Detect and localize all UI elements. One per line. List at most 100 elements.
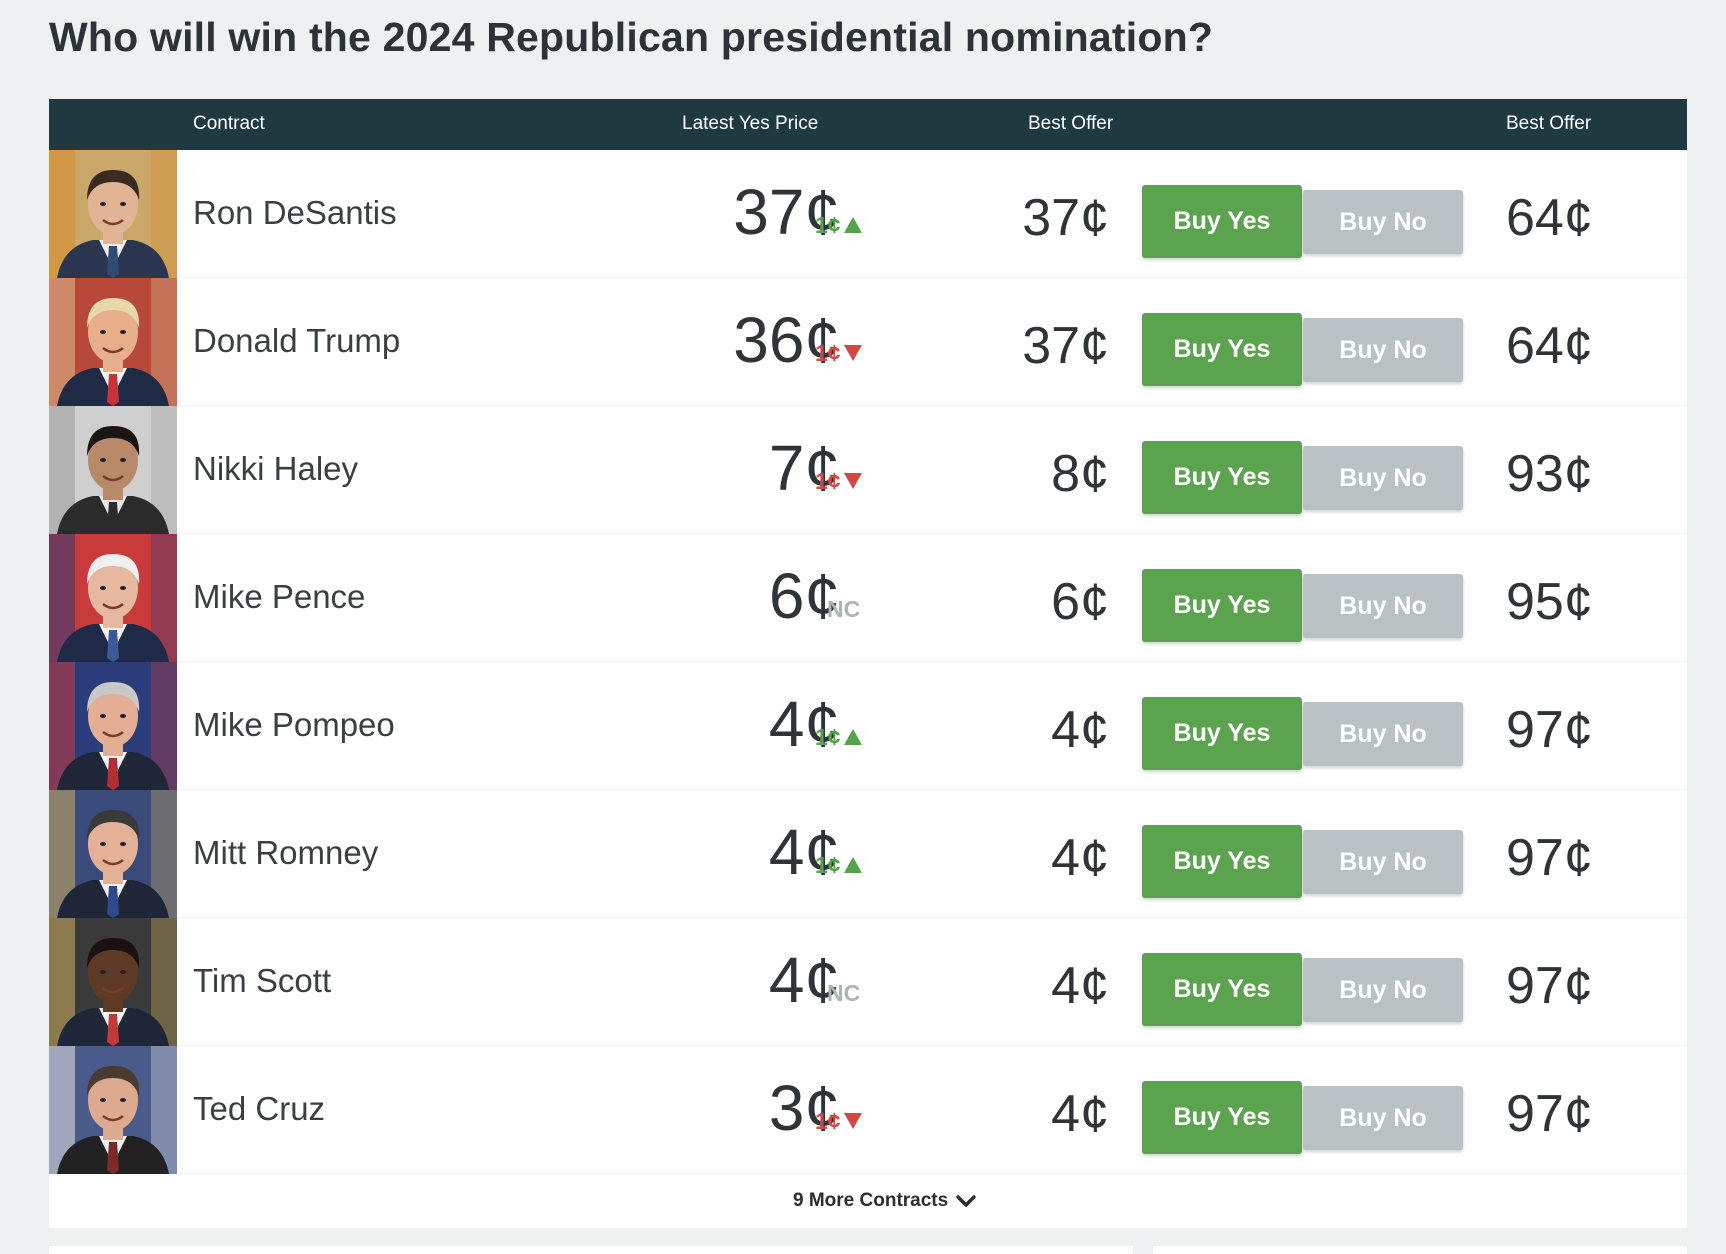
best-offer-no: 97¢ bbox=[1506, 701, 1593, 759]
buy-yes-button[interactable]: Buy Yes bbox=[1142, 313, 1302, 386]
contract-name[interactable]: Ron DeSantis bbox=[193, 194, 397, 231]
best-offer-yes: 4¢ bbox=[1051, 701, 1109, 759]
latest-yes-price: 4¢ bbox=[768, 944, 840, 1016]
buy-yes-button[interactable]: Buy Yes bbox=[1142, 953, 1302, 1026]
latest-yes-price: 4¢ bbox=[768, 816, 840, 888]
price-change-value: 1¢ bbox=[815, 724, 841, 750]
buy-yes-button[interactable]: Buy Yes bbox=[1142, 1081, 1302, 1154]
contract-row[interactable]: Nikki Haley 7¢ 1¢ 8¢ Buy Yes Buy No 93¢ bbox=[49, 406, 1687, 534]
buy-yes-button[interactable]: Buy Yes bbox=[1142, 825, 1302, 898]
portrait-image bbox=[49, 278, 177, 406]
contract-row[interactable]: Mike Pompeo 4¢ 1¢ 4¢ Buy Yes Buy No 97¢ bbox=[49, 662, 1687, 790]
best-offer-no: 93¢ bbox=[1506, 445, 1593, 503]
contract-row[interactable]: Mike Pence 6¢ NC 6¢ Buy Yes Buy No 95¢ bbox=[49, 534, 1687, 662]
best-offer-yes: 4¢ bbox=[1051, 957, 1109, 1015]
latest-yes-price: 7¢ bbox=[768, 432, 840, 504]
price-change-value: NC bbox=[827, 980, 861, 1006]
contract-list: Ron DeSantis 37¢ 1¢ 37¢ Buy Yes Buy No 6… bbox=[49, 150, 1687, 1174]
contract-name[interactable]: Mike Pence bbox=[193, 578, 366, 615]
contract-row[interactable]: Donald Trump 36¢ 1¢ 37¢ Buy Yes Buy No 6… bbox=[49, 278, 1687, 406]
table-header: Contract Latest Yes Price Best Offer Bes… bbox=[49, 99, 1687, 150]
avatar bbox=[49, 278, 177, 406]
avatar bbox=[49, 150, 177, 278]
price-change: 1¢ bbox=[815, 724, 862, 751]
contract-name[interactable]: Mitt Romney bbox=[193, 834, 379, 871]
latest-yes-price: 6¢ bbox=[768, 560, 840, 632]
latest-yes-price: 37¢ bbox=[733, 176, 840, 248]
header-best-offer-yes: Best Offer bbox=[1028, 113, 1114, 134]
header-best-offer-no: Best Offer bbox=[1506, 113, 1592, 134]
price-change: 1¢ bbox=[815, 212, 862, 239]
avatar bbox=[49, 662, 177, 790]
buy-yes-button[interactable]: Buy Yes bbox=[1142, 569, 1302, 642]
header-latest-yes-price: Latest Yes Price bbox=[682, 113, 819, 134]
buy-no-button[interactable]: Buy No bbox=[1303, 702, 1463, 766]
portrait-image bbox=[49, 662, 177, 790]
best-offer-no: 95¢ bbox=[1506, 573, 1593, 631]
best-offer-no: 64¢ bbox=[1506, 189, 1593, 247]
contract-row[interactable]: Tim Scott 4¢ NC 4¢ Buy Yes Buy No 97¢ bbox=[49, 918, 1687, 1046]
price-change: 1¢ bbox=[815, 468, 862, 495]
price-change: NC bbox=[827, 980, 860, 1007]
market-table: Contract Latest Yes Price Best Offer Bes… bbox=[49, 99, 1687, 1228]
best-offer-yes: 37¢ bbox=[1022, 317, 1109, 375]
price-change-value: 1¢ bbox=[815, 468, 841, 494]
contract-name[interactable]: Nikki Haley bbox=[193, 450, 359, 487]
buy-no-button[interactable]: Buy No bbox=[1303, 190, 1463, 254]
portrait-image bbox=[49, 534, 177, 662]
avatar bbox=[49, 534, 177, 662]
arrow-up-icon bbox=[843, 856, 862, 873]
contract-row[interactable]: Mitt Romney 4¢ 1¢ 4¢ Buy Yes Buy No 97¢ bbox=[49, 790, 1687, 918]
contract-row[interactable]: Ted Cruz 3¢ 1¢ 4¢ Buy Yes Buy No 97¢ bbox=[49, 1046, 1687, 1174]
arrow-down-icon bbox=[843, 1112, 862, 1129]
arrow-down-icon bbox=[843, 344, 862, 361]
avatar bbox=[49, 790, 177, 918]
contract-name[interactable]: Donald Trump bbox=[193, 322, 401, 359]
best-offer-yes: 8¢ bbox=[1051, 445, 1109, 503]
price-change-value: NC bbox=[827, 596, 861, 622]
price-change-value: 1¢ bbox=[815, 852, 841, 878]
contract-name[interactable]: Mike Pompeo bbox=[193, 706, 395, 743]
page-title: Who will win the 2024 Republican preside… bbox=[49, 14, 1214, 60]
best-offer-yes: 4¢ bbox=[1051, 829, 1109, 887]
next-card-right bbox=[1153, 1246, 1687, 1254]
arrow-up-icon bbox=[843, 728, 862, 745]
more-contracts-toggle[interactable]: 9 More Contracts bbox=[49, 1174, 1687, 1228]
latest-yes-price: 36¢ bbox=[733, 304, 840, 376]
contract-name[interactable]: Ted Cruz bbox=[193, 1090, 326, 1127]
price-change: 1¢ bbox=[815, 340, 862, 367]
price-change-value: 1¢ bbox=[815, 1108, 841, 1134]
buy-no-button[interactable]: Buy No bbox=[1303, 446, 1463, 510]
latest-yes-price: 4¢ bbox=[768, 688, 840, 760]
avatar bbox=[49, 918, 177, 1046]
buy-no-button[interactable]: Buy No bbox=[1303, 318, 1463, 382]
best-offer-yes: 37¢ bbox=[1022, 189, 1109, 247]
contract-name[interactable]: Tim Scott bbox=[193, 962, 332, 999]
portrait-image bbox=[49, 406, 177, 534]
arrow-down-icon bbox=[843, 472, 862, 489]
chevron-down-icon bbox=[956, 1195, 976, 1207]
portrait-image bbox=[49, 150, 177, 278]
portrait-image bbox=[49, 1046, 177, 1174]
best-offer-no: 97¢ bbox=[1506, 1085, 1593, 1143]
buy-yes-button[interactable]: Buy Yes bbox=[1142, 185, 1302, 258]
portrait-image bbox=[49, 918, 177, 1046]
best-offer-no: 97¢ bbox=[1506, 957, 1593, 1015]
price-change: NC bbox=[827, 596, 860, 623]
more-contracts-label: 9 More Contracts bbox=[793, 1190, 949, 1211]
buy-yes-button[interactable]: Buy Yes bbox=[1142, 441, 1302, 514]
latest-yes-price: 3¢ bbox=[768, 1072, 840, 1144]
buy-no-button[interactable]: Buy No bbox=[1303, 574, 1463, 638]
best-offer-no: 64¢ bbox=[1506, 317, 1593, 375]
best-offer-yes: 4¢ bbox=[1051, 1085, 1109, 1143]
best-offer-yes: 6¢ bbox=[1051, 573, 1109, 631]
buy-no-button[interactable]: Buy No bbox=[1303, 830, 1463, 894]
buy-no-button[interactable]: Buy No bbox=[1303, 958, 1463, 1022]
price-change-value: 1¢ bbox=[815, 212, 841, 238]
next-card-left bbox=[49, 1246, 1133, 1254]
price-change: 1¢ bbox=[815, 1108, 862, 1135]
buy-yes-button[interactable]: Buy Yes bbox=[1142, 697, 1302, 770]
buy-no-button[interactable]: Buy No bbox=[1303, 1086, 1463, 1150]
contract-row[interactable]: Ron DeSantis 37¢ 1¢ 37¢ Buy Yes Buy No 6… bbox=[49, 150, 1687, 278]
